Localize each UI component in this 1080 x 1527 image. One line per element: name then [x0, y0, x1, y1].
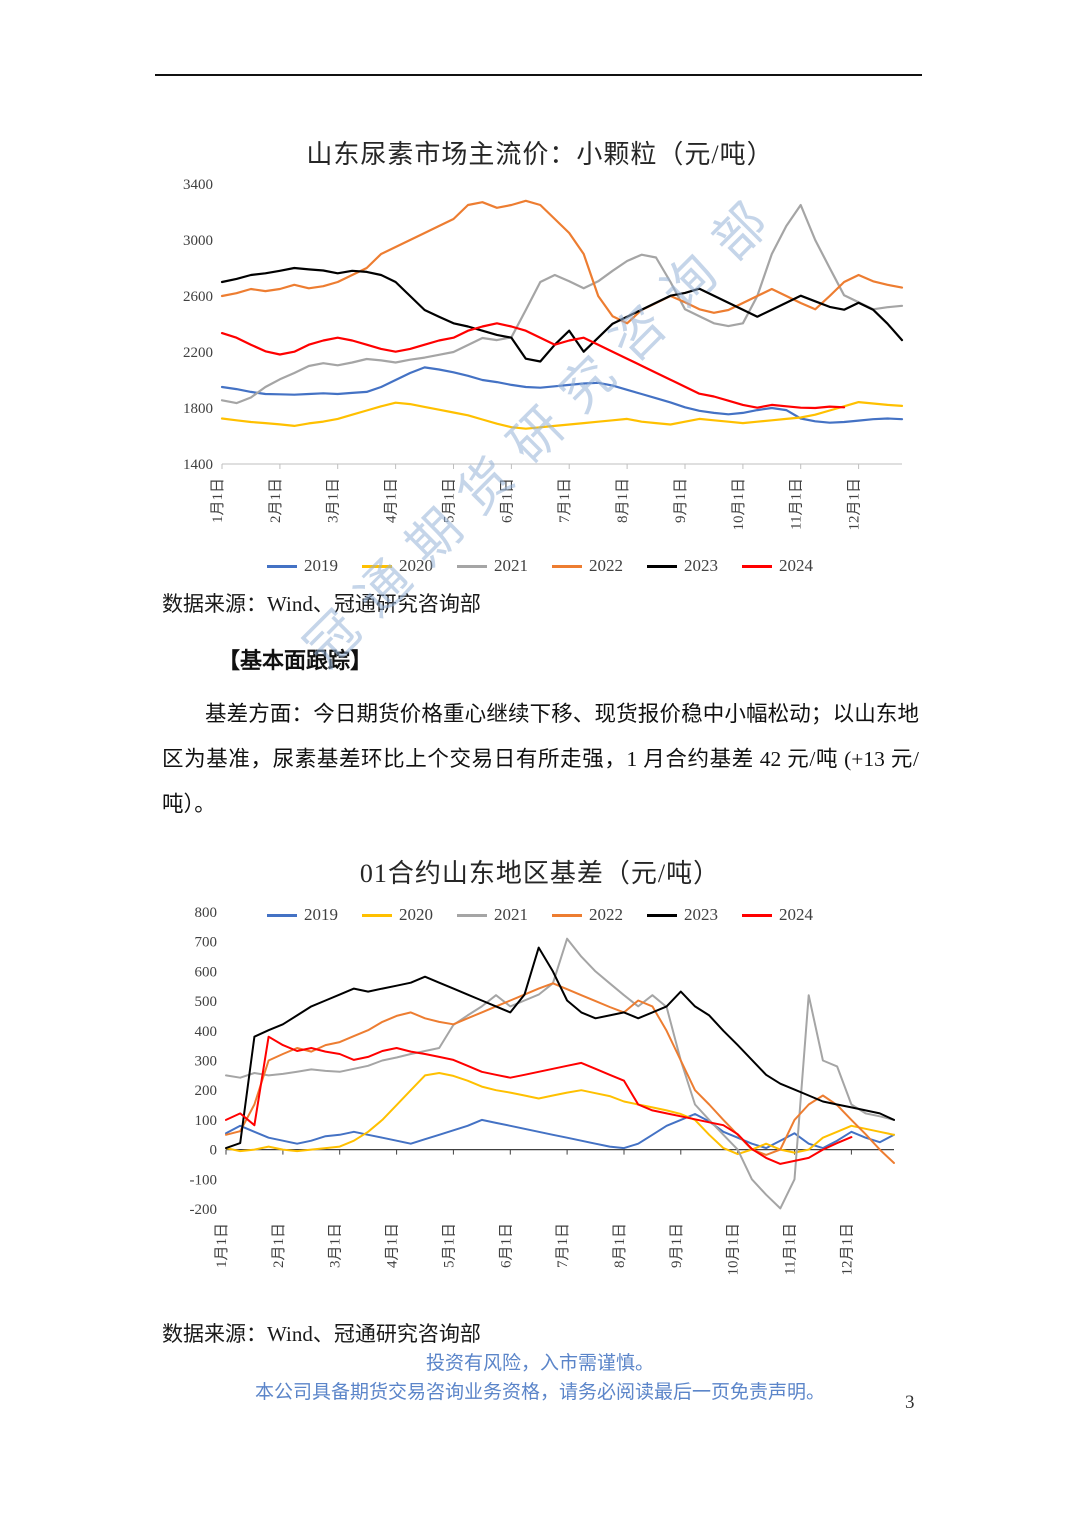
legend-swatch-2022	[552, 913, 582, 917]
legend-swatch-2024	[742, 564, 772, 568]
svg-text:9月1日: 9月1日	[673, 478, 689, 523]
svg-text:9月1日: 9月1日	[669, 1223, 685, 1268]
legend-item-2020: 2020	[362, 556, 433, 576]
svg-text:8月1日: 8月1日	[615, 478, 631, 523]
legend-swatch-2023	[647, 913, 677, 917]
svg-text:7月1日: 7月1日	[555, 1223, 571, 1268]
legend-label: 2023	[684, 556, 718, 575]
legend-item-2024: 2024	[742, 556, 813, 576]
svg-text:1800: 1800	[183, 401, 213, 417]
legend-label: 2020	[399, 556, 433, 575]
source-note-2: 数据来源：Wind、冠通研究咨询部	[162, 1322, 481, 1346]
svg-text:10月1日: 10月1日	[726, 1223, 742, 1276]
svg-text:2200: 2200	[183, 345, 213, 361]
svg-text:7月1日: 7月1日	[557, 478, 573, 523]
legend-item-2020: 2020	[362, 905, 433, 925]
header-divider	[155, 74, 922, 76]
footer-risk-warning: 投资有风险，入市需谨慎。	[425, 1353, 654, 1374]
legend-label: 2019	[304, 556, 338, 575]
svg-text:1月1日: 1月1日	[210, 478, 226, 523]
svg-text:11月1日: 11月1日	[783, 1223, 799, 1275]
legend-swatch-2022	[552, 564, 582, 568]
legend-item-2023: 2023	[647, 556, 718, 576]
legend-swatch-2019	[267, 564, 297, 568]
chart-1-title: 山东尿素市场主流价：小颗粒（元/吨）	[306, 140, 774, 169]
chart-2-basis: -200 -100 0 100 200 300 400 500 600 700 800 1月1日 2月1…	[190, 905, 895, 1276]
svg-text:10月1日: 10月1日	[731, 478, 747, 531]
legend-item-2019: 2019	[267, 556, 338, 576]
svg-text:11月1日: 11月1日	[789, 478, 805, 530]
legend-label: 2024	[779, 556, 813, 575]
page-number: 3	[905, 1392, 915, 1413]
svg-text:1月1日: 1月1日	[214, 1223, 230, 1268]
svg-text:2月1日: 2月1日	[268, 478, 284, 523]
legend-swatch-2020	[362, 913, 392, 917]
chart-2-title: 01合约山东地区基差（元/吨）	[359, 859, 721, 888]
section-heading: 【基本面跟踪】	[218, 648, 373, 673]
svg-text:2月1日: 2月1日	[271, 1223, 287, 1268]
legend-label: 2021	[494, 905, 528, 924]
source-note-1: 数据来源：Wind、冠通研究咨询部	[162, 592, 481, 616]
svg-text:400: 400	[195, 1024, 218, 1040]
svg-text:6月1日: 6月1日	[498, 1223, 514, 1268]
svg-text:12月1日: 12月1日	[847, 478, 863, 531]
legend-swatch-2023	[647, 564, 677, 568]
legend-item-2022: 2022	[552, 556, 623, 576]
legend-item-2022: 2022	[552, 905, 623, 925]
legend-label: 2022	[589, 556, 623, 575]
legend-swatch-2021	[457, 564, 487, 568]
svg-text:4月1日: 4月1日	[385, 1223, 401, 1268]
svg-text:800: 800	[195, 905, 218, 921]
svg-text:1400: 1400	[183, 457, 213, 473]
svg-text:600: 600	[195, 964, 218, 980]
footer-disclaimer: 本公司具备期货交易咨询业务资格，请务必阅读最后一页免责声明。	[254, 1382, 825, 1403]
legend-item-2021: 2021	[457, 556, 528, 576]
svg-text:0: 0	[210, 1143, 218, 1159]
svg-text:300: 300	[195, 1054, 218, 1070]
legend-label: 2019	[304, 905, 338, 924]
svg-text:3000: 3000	[183, 233, 213, 249]
svg-text:4月1日: 4月1日	[384, 478, 400, 523]
chart-1-urea-price: 1400 1800 2200 2600 3000 3400 1月1日 2月1日 3月1日 4月1日…	[183, 177, 904, 531]
svg-text:700: 700	[195, 935, 218, 951]
svg-text:3400: 3400	[183, 177, 213, 193]
legend-item-2024: 2024	[742, 905, 813, 925]
legend-item-2021: 2021	[457, 905, 528, 925]
body-paragraph: 基差方面：今日期货价格重心继续下移、现货报价稳中小幅松动；以山东地区为基准，尿素…	[162, 702, 919, 816]
svg-text:2600: 2600	[183, 289, 213, 305]
legend-item-2019: 2019	[267, 905, 338, 925]
svg-text:6月1日: 6月1日	[499, 478, 515, 523]
svg-text:100: 100	[195, 1113, 218, 1129]
legend-label: 2023	[684, 905, 718, 924]
legend-item-2023: 2023	[647, 905, 718, 925]
svg-text:3月1日: 3月1日	[326, 478, 342, 523]
chart-1-legend: 2019 2020 2021 2022 2023 2024	[160, 556, 920, 576]
svg-text:-200: -200	[190, 1202, 218, 1218]
legend-swatch-2019	[267, 913, 297, 917]
chart-2-legend: 2019 2020 2021 2022 2023 2024	[160, 905, 920, 925]
legend-label: 2022	[589, 905, 623, 924]
svg-text:5月1日: 5月1日	[441, 1223, 457, 1268]
legend-swatch-2020	[362, 564, 392, 568]
svg-text:3月1日: 3月1日	[328, 1223, 344, 1268]
legend-label: 2024	[779, 905, 813, 924]
svg-text:500: 500	[195, 994, 218, 1010]
svg-text:200: 200	[195, 1083, 218, 1099]
legend-swatch-2021	[457, 913, 487, 917]
svg-text:5月1日: 5月1日	[442, 478, 458, 523]
legend-label: 2020	[399, 905, 433, 924]
svg-text:8月1日: 8月1日	[612, 1223, 628, 1268]
svg-text:-100: -100	[190, 1172, 218, 1188]
legend-label: 2021	[494, 556, 528, 575]
svg-text:12月1日: 12月1日	[839, 1223, 855, 1276]
legend-swatch-2024	[742, 913, 772, 917]
